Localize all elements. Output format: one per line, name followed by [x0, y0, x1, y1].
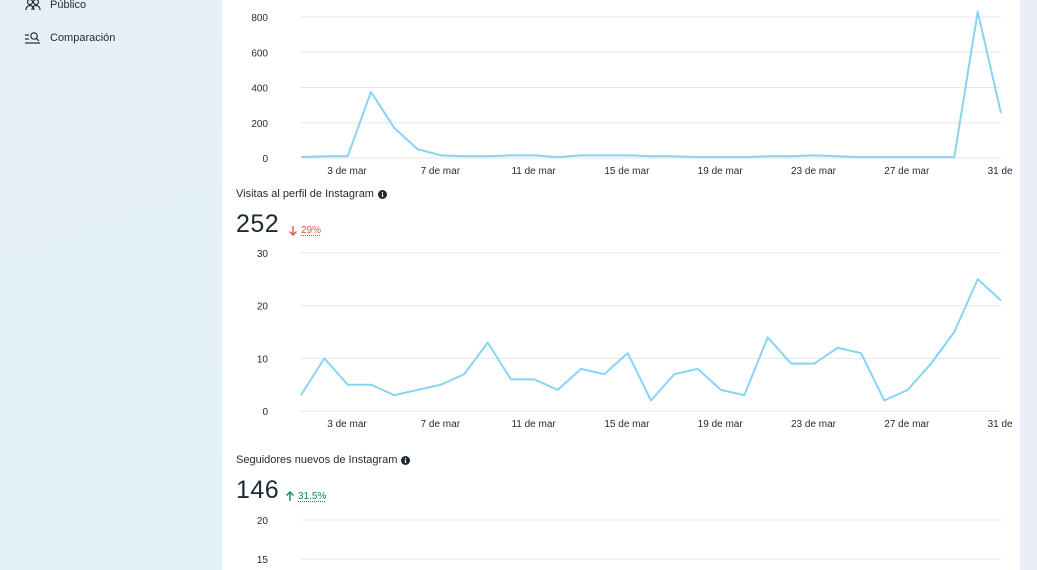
y-tick-label: 200 — [251, 119, 268, 130]
x-tick-label: 7 de mar — [421, 166, 461, 177]
delta-badge-profile-visits: 29% — [288, 225, 321, 236]
x-tick-label: 15 de mar — [604, 166, 650, 177]
y-tick-label: 10 — [257, 354, 269, 365]
section-title-text: Visitas al perfil de Instagram — [236, 188, 374, 200]
metric-value-new-followers: 146 — [236, 476, 280, 504]
x-tick-label: 11 de mar — [511, 166, 556, 177]
x-tick-label: 31 de — [988, 166, 1013, 177]
line-chart-profile-visits: 0 10 20 30 3 de mar 7 de mar 11 de mar 15 de ma… — [257, 249, 1013, 430]
sidebar: Público Comparación — [0, 0, 222, 570]
y-tick-label: 15 — [257, 555, 269, 566]
x-tick-label: 7 de mar — [421, 419, 461, 430]
metric-value-profile-visits: 252 — [236, 210, 280, 238]
section-title-new-followers: Seguidores nuevos de Instagram — [236, 454, 411, 466]
search-compare-icon — [25, 31, 41, 45]
sidebar-item-publico[interactable]: Público — [25, 0, 86, 12]
section-title-profile-visits: Visitas al perfil de Instagram — [236, 188, 387, 200]
x-tick-label: 27 de mar — [884, 419, 930, 430]
y-tick-label: 800 — [251, 13, 268, 24]
x-tick-label: 23 de mar — [791, 419, 837, 430]
info-icon[interactable] — [401, 455, 411, 465]
series-line — [300, 10, 1002, 159]
y-tick-label: 600 — [251, 48, 268, 59]
line-chart-top: 0 200 400 600 800 3 de mar 7 de mar 11 de mar 15… — [251, 10, 1013, 177]
delta-value: 31.5% — [298, 491, 327, 502]
y-tick-label: 30 — [257, 249, 269, 260]
sidebar-item-label: Público — [50, 0, 87, 11]
scroll-rail[interactable] — [1020, 0, 1037, 570]
arrow-down-icon — [289, 226, 297, 236]
main-panel: 0 200 400 600 800 3 de mar 7 de mar 11 de mar 15… — [222, 0, 1020, 570]
sidebar-item-label: Comparación — [50, 32, 116, 44]
delta-value: 29% — [301, 225, 322, 236]
x-tick-label: 3 de mar — [327, 166, 367, 177]
section-title-text: Seguidores nuevos de Instagram — [236, 454, 398, 466]
y-tick-label: 0 — [262, 154, 268, 165]
y-tick-label: 0 — [262, 407, 268, 418]
x-tick-label: 3 de mar — [327, 419, 367, 430]
arrow-up-icon — [286, 491, 294, 501]
people-icon — [25, 0, 41, 12]
delta-badge-new-followers: 31.5% — [285, 491, 326, 502]
x-tick-label: 31 de — [988, 419, 1013, 430]
y-tick-label: 20 — [257, 516, 269, 527]
y-tick-label: 400 — [251, 84, 268, 95]
x-tick-label: 23 de mar — [791, 166, 837, 177]
sidebar-item-comparacion[interactable]: Comparación — [25, 31, 115, 45]
x-tick-label: 15 de mar — [604, 419, 650, 430]
x-tick-label: 19 de mar — [698, 419, 744, 430]
x-tick-label: 11 de mar — [511, 419, 556, 430]
info-icon[interactable] — [377, 189, 387, 199]
y-tick-label: 20 — [257, 302, 269, 313]
series-line — [300, 278, 1002, 402]
x-tick-label: 19 de mar — [698, 166, 744, 177]
x-tick-label: 27 de mar — [884, 166, 930, 177]
